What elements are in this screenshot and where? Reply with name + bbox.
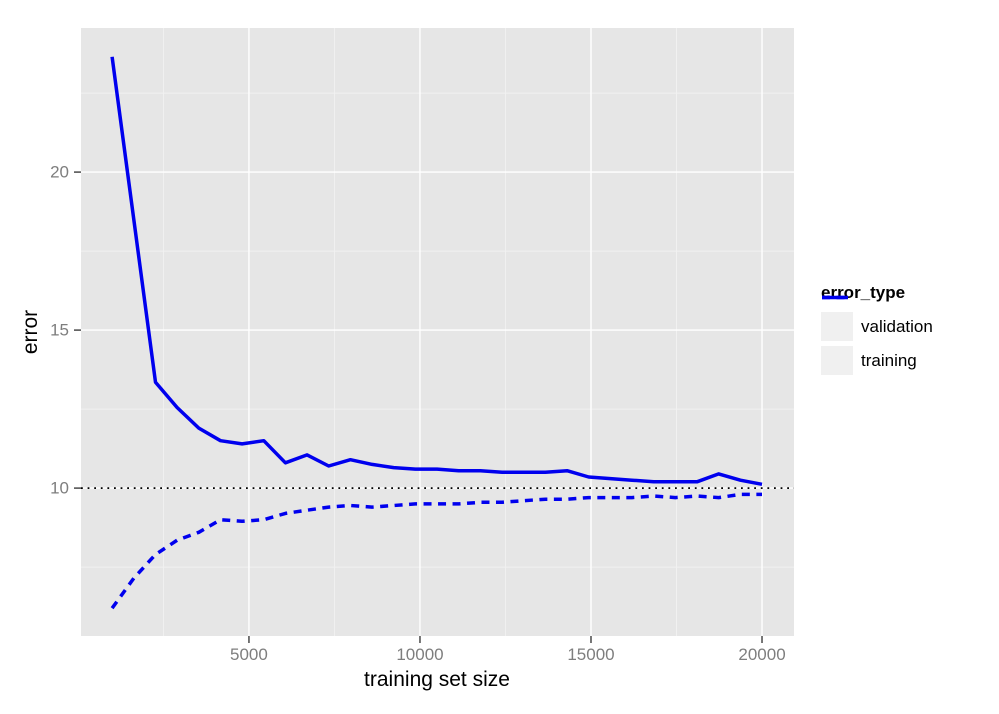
legend-entry-validation: validation — [821, 295, 933, 341]
x-tick-label: 20000 — [738, 645, 786, 664]
legend-entry-training: training — [821, 295, 933, 375]
legend-label: training — [861, 350, 917, 370]
legend: error_type validation training — [821, 283, 933, 380]
x-tick-label: 5000 — [230, 645, 268, 664]
legend-label: validation — [861, 316, 933, 336]
legend-key-dashed-line-icon — [821, 295, 853, 375]
x-axis-title: training set size — [364, 668, 510, 691]
plot-panel — [81, 28, 794, 636]
validation-line — [110, 56, 763, 487]
legend-items: validation training — [821, 295, 933, 375]
y-tick-label: 15 — [50, 320, 69, 340]
x-tick-label: 10000 — [396, 645, 444, 664]
legend-key-solid-line-icon — [821, 295, 853, 341]
legend-key-line-sample — [822, 295, 848, 300]
y-tick-label: 20 — [50, 162, 69, 182]
x-tick-label: 15000 — [567, 645, 615, 664]
y-tick-label: 10 — [50, 478, 69, 498]
